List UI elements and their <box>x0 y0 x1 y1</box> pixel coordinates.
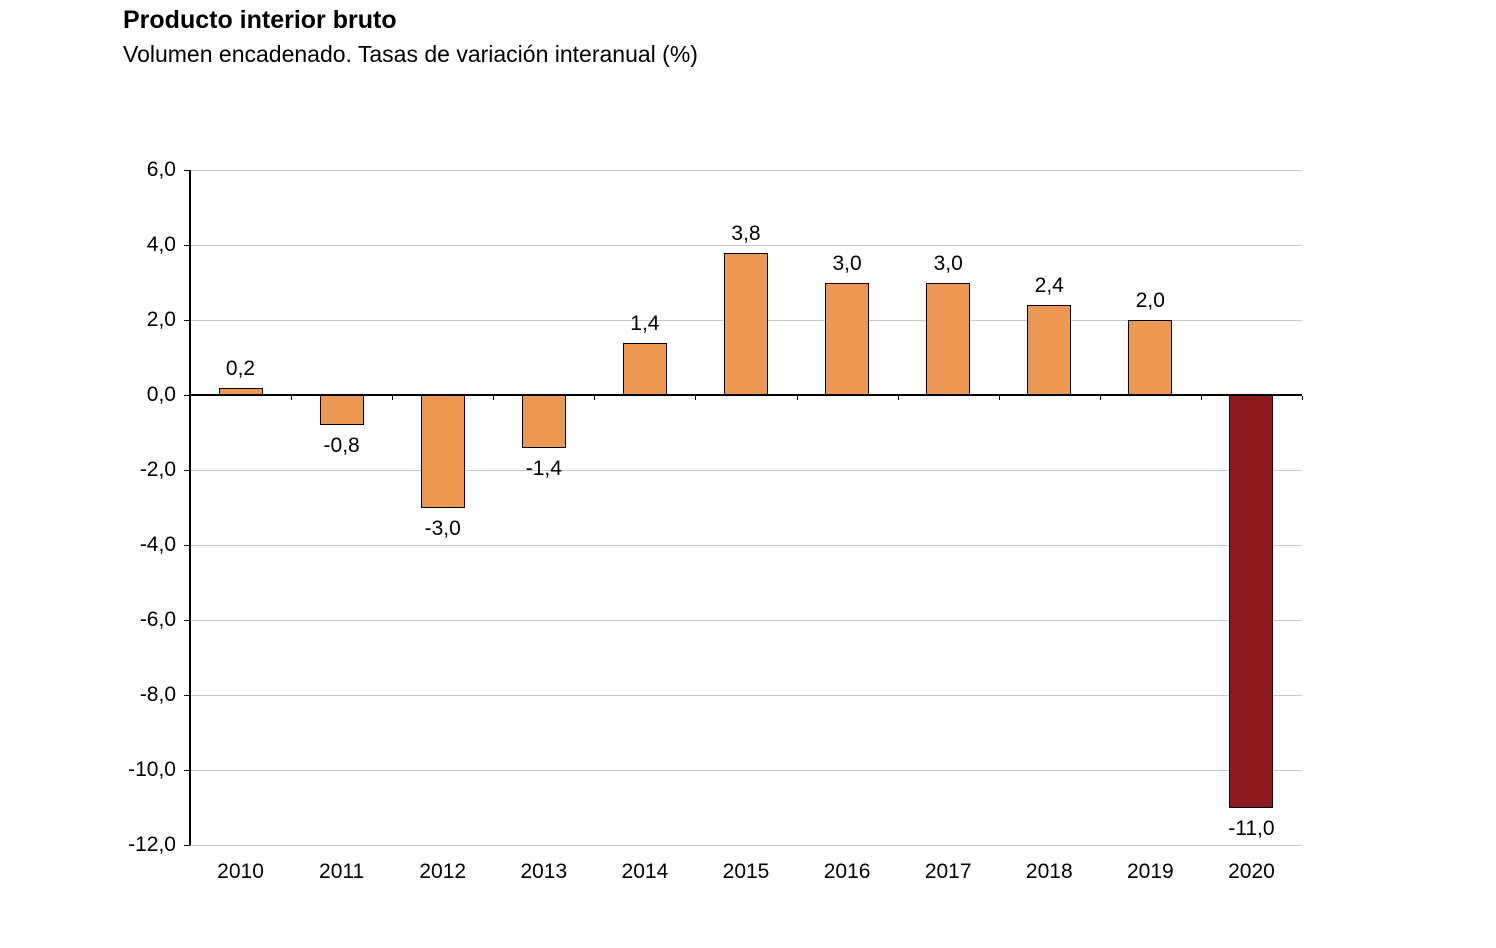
bar-2018 <box>1027 305 1072 395</box>
bar-2012 <box>420 395 465 508</box>
category-tick <box>998 396 1000 400</box>
x-axis-label-2020: 2020 <box>1228 860 1275 883</box>
y-axis-tick <box>184 395 190 396</box>
gridline <box>190 544 1302 546</box>
bar-2020 <box>1229 395 1274 808</box>
x-axis-label-2011: 2011 <box>319 860 365 883</box>
chart-title: Producto interior bruto <box>123 6 397 34</box>
category-tick <box>1302 396 1303 400</box>
bar-value-label-2016: 3,0 <box>832 251 862 275</box>
y-axis-tick-label: 0,0 <box>146 383 176 406</box>
bar-2015 <box>724 252 768 395</box>
y-axis-tick <box>184 695 190 696</box>
category-tick <box>594 396 596 400</box>
bar-2014 <box>622 342 667 395</box>
y-axis-tick-label: 2,0 <box>146 308 176 331</box>
bar-2017 <box>926 282 971 395</box>
y-axis-tick <box>184 770 190 771</box>
x-axis-label-2015: 2015 <box>722 860 770 883</box>
gridline <box>190 469 1302 471</box>
x-axis-label-2019: 2019 <box>1127 860 1174 883</box>
y-axis-tick <box>184 620 190 621</box>
x-axis-label-2018: 2018 <box>1025 860 1073 883</box>
category-tick <box>493 396 495 400</box>
y-axis-tick <box>184 470 190 471</box>
bar-value-label-2018: 2,4 <box>1034 274 1064 297</box>
gridline <box>190 244 1302 246</box>
y-axis-tick-label: -6,0 <box>139 608 176 631</box>
category-tick <box>1200 396 1202 400</box>
y-axis-tick <box>184 545 190 546</box>
y-axis-tick-label: 6,0 <box>146 158 176 181</box>
x-axis-label-2014: 2014 <box>621 860 669 883</box>
bar-value-label-2017: 3,0 <box>933 251 963 275</box>
category-tick <box>897 396 899 400</box>
y-axis-tick-label: -8,0 <box>139 683 176 706</box>
y-axis-tick-label: -2,0 <box>139 458 176 481</box>
bar-2013 <box>521 395 566 448</box>
y-axis-line <box>189 170 191 845</box>
gridline <box>190 769 1302 771</box>
gridline <box>190 694 1302 696</box>
x-axis-label-2012: 2012 <box>419 860 467 883</box>
x-axis-label-2013: 2013 <box>520 860 568 883</box>
gridline <box>190 844 1302 846</box>
bar-value-label-2013: -1,4 <box>525 456 562 480</box>
bar-value-label-2014: 1,4 <box>630 311 660 335</box>
bar-value-label-2011: -0,8 <box>323 434 360 457</box>
y-axis-tick-label: -12,0 <box>128 833 176 856</box>
y-axis-tick-label: -10,0 <box>128 758 176 781</box>
chart-subtitle: Volumen encadenado. Tasas de variación i… <box>123 41 698 67</box>
bar-2019 <box>1128 320 1173 395</box>
bar-value-label-2019: 2,0 <box>1135 289 1165 312</box>
category-tick <box>190 396 191 400</box>
y-axis-tick <box>184 170 190 171</box>
y-axis-tick-label: -4,0 <box>139 533 176 556</box>
bar-value-label-2020: -11,0 <box>1228 816 1275 840</box>
bar-value-label-2015: 3,8 <box>731 221 761 245</box>
category-tick <box>392 396 394 400</box>
bar-value-label-2010: 0,2 <box>225 356 256 380</box>
x-axis-zero-line <box>190 394 1302 396</box>
bar-2016 <box>825 282 870 395</box>
bar-value-label-2012: -3,0 <box>424 516 461 540</box>
category-tick <box>796 396 798 400</box>
y-axis-tick-label: 4,0 <box>146 233 176 256</box>
bar-2010 <box>218 387 263 395</box>
y-axis-tick <box>184 320 190 321</box>
gridline <box>190 619 1302 621</box>
category-tick <box>1099 396 1101 400</box>
gridline <box>190 169 1302 171</box>
y-axis-tick <box>184 245 190 246</box>
x-axis-label-2017: 2017 <box>924 860 972 883</box>
x-axis-label-2016: 2016 <box>823 860 871 883</box>
category-tick <box>291 396 293 400</box>
x-axis-label-2010: 2010 <box>217 860 264 883</box>
bar-2011 <box>319 395 364 425</box>
category-tick <box>695 396 697 400</box>
y-axis-tick <box>184 845 190 846</box>
